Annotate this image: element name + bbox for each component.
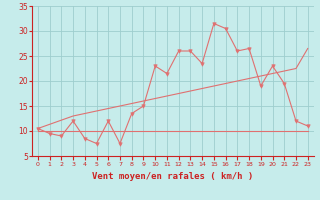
X-axis label: Vent moyen/en rafales ( km/h ): Vent moyen/en rafales ( km/h )	[92, 172, 253, 181]
